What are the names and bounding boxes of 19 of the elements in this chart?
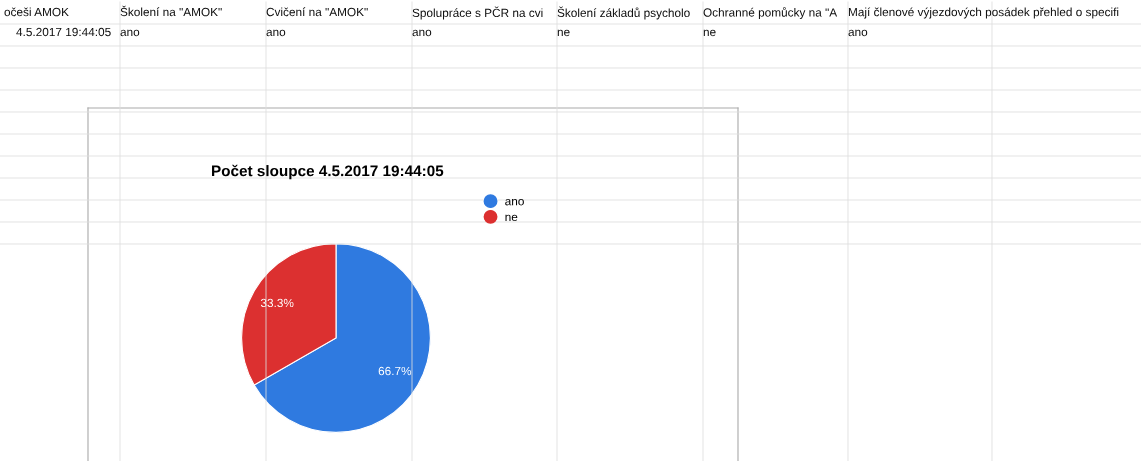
text: Cvičení na "AMOK"	[266, 7, 368, 17]
text: ne	[703, 29, 716, 37]
text: ano	[412, 29, 432, 37]
text: Ochranné pomůcky na "A	[703, 7, 838, 19]
data-label: 33.3%	[260, 298, 294, 308]
legend-label: ano	[505, 198, 524, 206]
text: ano	[120, 29, 140, 37]
text: Školení základů psycholo	[557, 6, 690, 20]
chart-title: Počet sloupce 4.5.2017 19:44:05	[212, 164, 444, 180]
text: ano	[848, 29, 868, 37]
legend-label: ne	[505, 214, 518, 222]
text: Spolupráce s PČR na cvi	[412, 6, 543, 20]
text: očeši AMOK	[4, 7, 69, 17]
text: Školení na "AMOK"	[120, 5, 222, 17]
text: 4.5.2017 19:44:05	[16, 27, 111, 37]
data-label: 66.7%	[378, 366, 412, 376]
text: Mají členové výjezdových posádek přehled o specifi	[848, 7, 1119, 19]
text: ano	[266, 29, 286, 37]
text: ne	[557, 29, 570, 37]
